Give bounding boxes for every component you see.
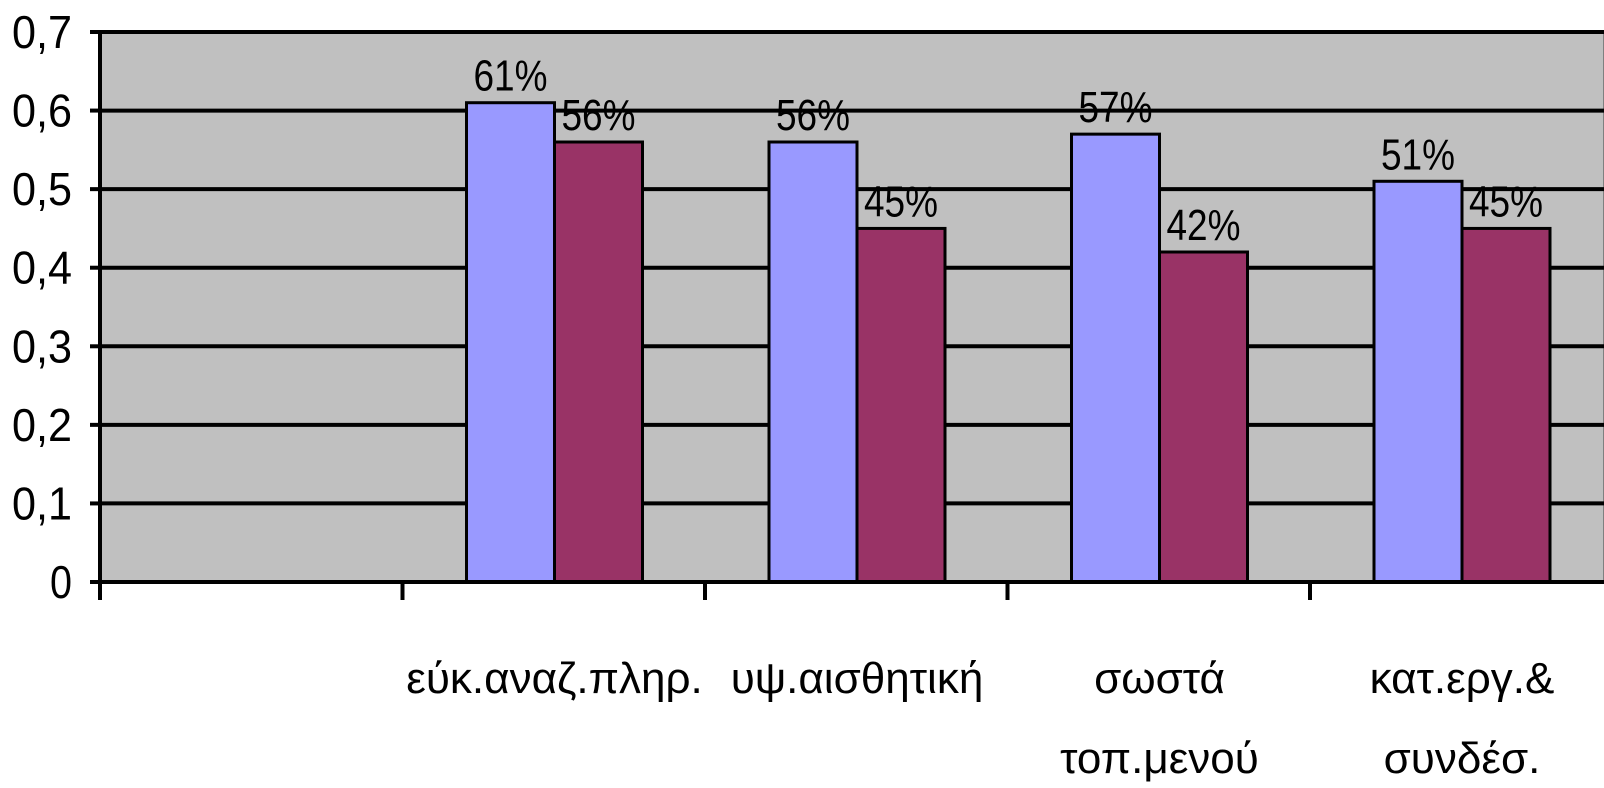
data-label: 57%: [1079, 83, 1153, 132]
data-label: 42%: [1167, 201, 1241, 250]
bar-series-1: [465, 101, 556, 584]
data-label: 45%: [1469, 177, 1543, 226]
category-label: σωστά: [1094, 654, 1225, 703]
y-tick-label: 0: [50, 556, 72, 608]
category-labels: εύκ.αναζ.πληρ. υψ.αισθητική σωστά τοπ.μενού…: [406, 654, 1554, 783]
y-tick-label: 0,2: [12, 399, 72, 451]
bar-series-2: [1460, 226, 1552, 584]
category-label: υψ.αισθητική: [731, 654, 984, 703]
data-label: 45%: [864, 177, 938, 226]
category-label: τοπ.μενού: [1060, 734, 1259, 783]
bar-series-2: [855, 226, 947, 584]
y-tick-label: 0,4: [12, 242, 72, 294]
y-tick-label: 0,7: [12, 6, 72, 58]
y-tick-label: 0,5: [12, 163, 72, 215]
data-label: 56%: [776, 91, 850, 140]
y-tick-label: 0,6: [12, 85, 72, 137]
category-label: κατ.εργ.&: [1370, 654, 1555, 703]
bar-series-2: [553, 140, 644, 584]
bar-series-1: [767, 140, 859, 584]
bar-series-1: [1070, 132, 1161, 584]
y-tick-label: 0,3: [12, 320, 72, 372]
data-labels: 61% 56% 57% 51% 56% 45% 42% 45%: [474, 52, 1544, 250]
bar-series-1: [1372, 179, 1464, 584]
data-label: 56%: [562, 91, 636, 140]
axes: [90, 30, 1604, 600]
y-tick-labels: 0 0,1 0,2 0,3 0,4 0,5 0,6 0,7: [12, 6, 72, 608]
category-label: συνδέσ.: [1384, 734, 1541, 783]
bar-series-2: [1158, 250, 1249, 584]
category-label: εύκ.αναζ.πληρ.: [406, 654, 702, 703]
data-label: 61%: [474, 52, 548, 101]
data-label: 51%: [1381, 130, 1455, 179]
y-tick-label: 0,1: [12, 477, 72, 529]
bars: [465, 101, 1552, 584]
